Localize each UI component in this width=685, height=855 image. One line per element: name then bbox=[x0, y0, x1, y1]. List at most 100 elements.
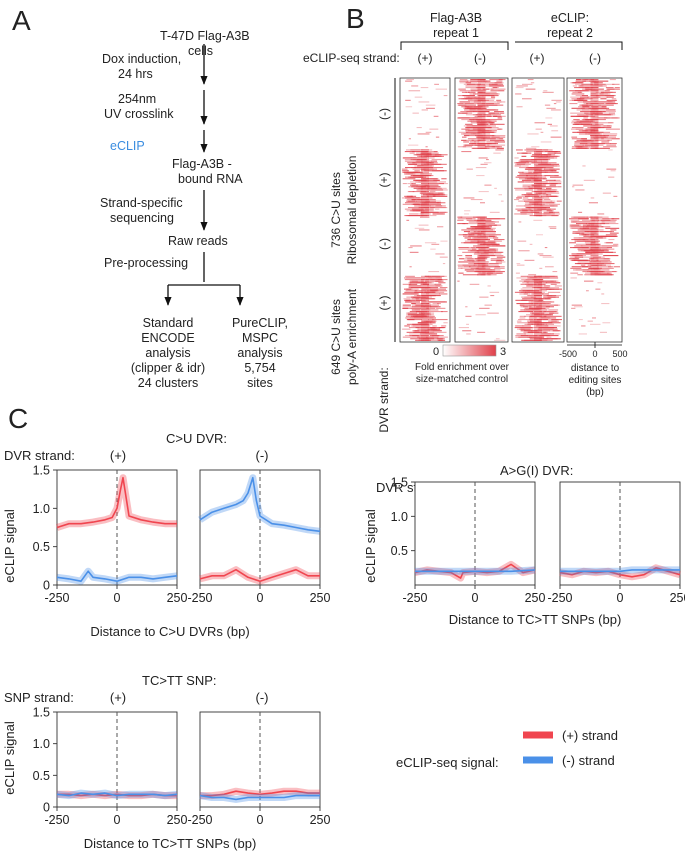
heatmap-cell bbox=[477, 242, 486, 244]
heatmap-cell bbox=[436, 307, 446, 309]
heatmap-bracket bbox=[400, 41, 509, 50]
heatmap-cell bbox=[458, 272, 464, 274]
heatmap-cell bbox=[428, 277, 442, 279]
heatmap-cell bbox=[498, 194, 502, 196]
c1-panel-strand: (+) bbox=[110, 448, 126, 463]
heatmap-cell bbox=[439, 287, 448, 289]
heatmap-cell bbox=[486, 159, 489, 161]
heatmap-cell bbox=[421, 288, 429, 290]
heatmap-cell bbox=[544, 168, 560, 170]
heatmap-cell bbox=[534, 293, 542, 295]
heatmap-cell bbox=[591, 250, 609, 252]
heatmap-cell bbox=[429, 306, 441, 308]
heatmap-cell bbox=[590, 237, 599, 239]
heatmap-cell bbox=[570, 227, 586, 229]
heatmap-cell bbox=[605, 128, 620, 130]
heatmap-cell bbox=[534, 203, 542, 205]
heatmap-cell bbox=[402, 178, 416, 180]
heatmap-cell bbox=[590, 229, 599, 231]
heatmap-cell bbox=[516, 197, 522, 199]
heatmap-cell bbox=[461, 139, 467, 141]
heatmap-cell bbox=[413, 159, 426, 161]
heatmap-cell bbox=[421, 191, 429, 193]
heatmap-cell bbox=[483, 251, 504, 253]
heatmap-cell bbox=[481, 274, 492, 276]
heatmap-cell bbox=[600, 136, 616, 138]
heatmap-cell bbox=[534, 323, 542, 325]
heatmap-frame bbox=[566, 77, 623, 343]
heatmap-cell bbox=[545, 191, 557, 193]
heatmap-cell bbox=[580, 264, 586, 266]
heatmap-cell bbox=[406, 79, 414, 81]
heatmap-cell bbox=[464, 109, 484, 111]
heatmap-cell bbox=[477, 85, 486, 87]
heatmap-cell bbox=[549, 288, 562, 290]
heatmap-cell bbox=[573, 82, 584, 84]
heatmap-cell bbox=[497, 138, 503, 140]
heatmap-cell bbox=[477, 128, 486, 130]
c2-xlabel: Distance to TC>TT SNPs (bp) bbox=[449, 612, 622, 627]
heatmap-cell bbox=[538, 277, 559, 279]
heatmap-col-strand: (+) bbox=[530, 51, 545, 65]
heatmap-cell bbox=[470, 88, 481, 90]
heatmap-cell bbox=[421, 320, 429, 322]
heatmap-cell bbox=[413, 203, 420, 205]
heatmap-cell bbox=[497, 128, 503, 130]
heatmap-cell bbox=[426, 307, 436, 309]
heatmap-cell bbox=[477, 258, 486, 260]
heatmap-row-strand: (+) bbox=[377, 172, 391, 187]
heatmap-cell bbox=[411, 314, 422, 316]
heatmap-cell bbox=[572, 221, 591, 223]
heatmap-cell bbox=[575, 95, 582, 97]
heatmap-cell bbox=[576, 147, 589, 149]
heatmap-cell bbox=[443, 322, 448, 324]
heatmap-cell bbox=[572, 131, 592, 133]
heatmap-cell bbox=[426, 338, 445, 340]
heatmap-cell bbox=[433, 194, 444, 196]
heatmap-cell bbox=[403, 293, 419, 295]
heatmap-cell bbox=[437, 279, 442, 281]
heatmap-cell bbox=[571, 93, 585, 95]
heatmap-cell bbox=[534, 279, 542, 281]
heatmap-cell bbox=[540, 202, 555, 204]
heatmap-group1-line2: repeat 1 bbox=[433, 26, 479, 40]
heatmap-cell bbox=[600, 219, 611, 221]
heatmap-cell bbox=[485, 239, 490, 241]
heatmap-cell bbox=[534, 159, 542, 161]
heatmap-cell bbox=[534, 149, 553, 151]
heatmap-cell bbox=[546, 336, 552, 338]
heatmap-cell bbox=[569, 103, 578, 105]
heatmap-cell bbox=[534, 333, 542, 335]
heatmap-cell bbox=[573, 119, 580, 121]
heatmap-cell bbox=[412, 168, 425, 170]
heatmap-cell bbox=[571, 216, 588, 218]
heatmap-cell bbox=[406, 219, 410, 221]
heatmap-cell bbox=[436, 338, 443, 340]
heatmap-cell bbox=[461, 229, 478, 231]
heatmap-cell bbox=[421, 277, 429, 279]
heatmap-cell bbox=[421, 203, 429, 205]
heatmap-cell bbox=[421, 298, 429, 300]
heatmap-cell bbox=[541, 333, 554, 335]
x-tick-label: 250 bbox=[167, 591, 188, 605]
heatmap-cell bbox=[608, 239, 615, 241]
heatmap-cell bbox=[477, 99, 486, 101]
heatmap-cell bbox=[421, 295, 429, 297]
heatmap-cell bbox=[477, 264, 486, 266]
heatmap-cell bbox=[421, 189, 429, 191]
heatmap-cell bbox=[460, 267, 479, 269]
heatmap-cell bbox=[601, 141, 610, 143]
heatmap-cell bbox=[430, 162, 438, 164]
heatmap-cell bbox=[534, 208, 542, 210]
heatmap-cell bbox=[408, 90, 421, 92]
heatmap-cell bbox=[427, 186, 441, 188]
heatmap-cell bbox=[582, 165, 586, 167]
heatmap-cell bbox=[578, 319, 583, 321]
heatmap-cell bbox=[612, 83, 620, 85]
heatmap-cell bbox=[582, 139, 594, 141]
heatmap-cell bbox=[457, 223, 466, 225]
heatmap-cell bbox=[604, 90, 610, 92]
heatmap-cell bbox=[490, 295, 495, 297]
heatmap-cell bbox=[594, 144, 604, 146]
heatmap-cell bbox=[414, 227, 425, 229]
